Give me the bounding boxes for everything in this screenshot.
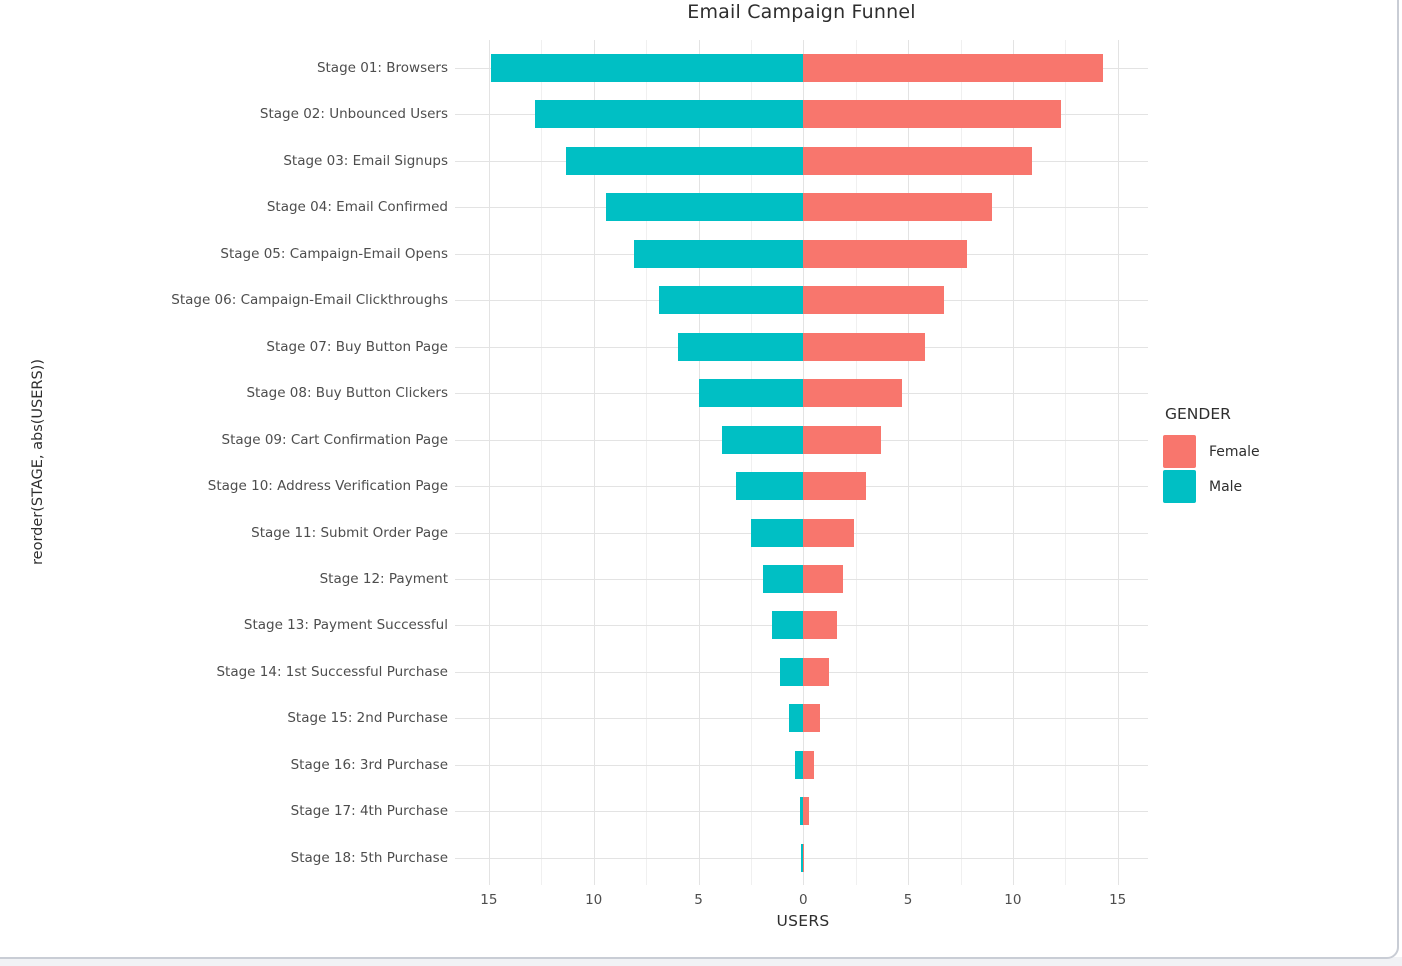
y-tick-label: Stage 18: 5th Purchase	[290, 849, 448, 866]
plot-panel	[455, 40, 1148, 885]
y-tick-label: Stage 03: Email Signups	[283, 152, 448, 169]
y-tick-label: Stage 02: Unbounced Users	[259, 106, 448, 123]
bar-female-stage-05	[803, 239, 967, 268]
chart-title: Email Campaign Funnel	[687, 1, 916, 23]
gridline-vertical-minor	[750, 40, 752, 885]
y-tick-label: Stage 13: Payment Successful	[243, 617, 448, 634]
y-tick-label: Stage 17: 4th Purchase	[290, 803, 448, 820]
bar-male-stage-18	[801, 843, 804, 872]
bar-female-stage-15	[803, 704, 821, 733]
bar-female-stage-01	[803, 54, 1104, 82]
y-tick-label: Stage 12: Payment	[319, 570, 448, 587]
bar-male-stage-03	[566, 146, 804, 175]
gridline-vertical-minor	[855, 40, 857, 885]
gridline-vertical-major	[803, 40, 805, 885]
legend-title: GENDER	[1165, 405, 1231, 423]
bar-female-stage-04	[803, 193, 992, 222]
bar-male-stage-07	[677, 332, 804, 361]
bar-female-stage-03	[803, 146, 1032, 175]
y-axis-title: reorder(STAGE, abs(USERS))	[30, 359, 46, 565]
x-tick-label: 10	[585, 892, 603, 908]
bar-female-stage-07	[803, 332, 925, 361]
bar-male-stage-11	[750, 518, 804, 547]
bar-female-stage-12	[803, 564, 844, 593]
y-tick-label: Stage 11: Submit Order Page	[251, 524, 448, 541]
bar-male-stage-10	[736, 472, 804, 501]
y-tick-label: Stage 08: Buy Button Clickers	[246, 385, 448, 402]
bar-male-stage-06	[658, 286, 804, 315]
gridline-vertical-major	[488, 40, 490, 885]
bar-female-stage-18	[803, 843, 804, 872]
bar-female-stage-14	[803, 657, 830, 686]
legend-swatch-female	[1163, 435, 1196, 468]
gridline-vertical-major	[698, 40, 700, 885]
y-tick-label: Stage 09: Cart Confirmation Page	[221, 431, 448, 448]
bar-male-stage-02	[535, 100, 804, 129]
bar-female-stage-02	[803, 100, 1062, 129]
y-tick-label: Stage 01: Browsers	[316, 60, 448, 76]
bar-male-stage-09	[721, 425, 804, 454]
legend: GENDER Female Male	[1163, 405, 1398, 505]
gridline-vertical-major	[908, 40, 910, 885]
bar-male-stage-01	[490, 54, 804, 82]
y-tick-label: Stage 16: 3rd Purchase	[290, 756, 448, 773]
gridline-vertical-minor	[1065, 40, 1067, 885]
x-tick-label: 15	[1109, 892, 1127, 908]
legend-entry-male: Male	[1163, 470, 1398, 503]
legend-label: Male	[1209, 478, 1243, 495]
y-tick-label: Stage 07: Buy Button Page	[266, 338, 448, 355]
bar-female-stage-09	[803, 425, 881, 454]
bar-female-stage-10	[803, 472, 867, 501]
gridline-vertical-major	[593, 40, 595, 885]
bar-male-stage-13	[771, 611, 804, 640]
bar-male-stage-12	[763, 564, 804, 593]
bar-male-stage-04	[606, 193, 804, 222]
x-tick-label: 5	[903, 892, 913, 908]
pane-bottom-gutter	[0, 957, 1402, 966]
y-tick-label: Stage 15: 2nd Purchase	[287, 710, 448, 727]
bar-male-stage-17	[800, 797, 804, 826]
x-tick-label: 0	[799, 892, 808, 908]
legend-entry-female: Female	[1163, 435, 1398, 468]
gridline-vertical-minor	[960, 40, 962, 885]
bar-male-stage-16	[794, 750, 804, 779]
bar-male-stage-05	[633, 239, 804, 268]
bar-female-stage-08	[803, 379, 902, 408]
legend-label: Female	[1209, 443, 1260, 460]
bar-female-stage-17	[803, 797, 809, 826]
y-tick-label: Stage 04: Email Confirmed	[266, 199, 448, 216]
x-axis-title: USERS	[776, 912, 830, 930]
bar-male-stage-15	[788, 704, 804, 733]
y-tick-label: Stage 10: Address Verification Page	[207, 478, 448, 495]
bar-female-stage-13	[803, 611, 837, 640]
gridline-vertical-minor	[541, 40, 543, 885]
legend-swatch-male	[1163, 470, 1196, 503]
gridline-vertical-major	[1117, 40, 1119, 885]
y-tick-label: Stage 06: Campaign-Email Clickthroughs	[171, 292, 448, 309]
gridline-vertical-minor	[646, 40, 648, 885]
y-tick-label: Stage 14: 1st Successful Purchase	[216, 663, 448, 680]
y-tick-label: Stage 05: Campaign-Email Opens	[220, 245, 448, 262]
x-tick-label: 5	[694, 892, 703, 908]
gridline-vertical-major	[1012, 40, 1014, 885]
legend-entries: Female Male	[1163, 435, 1398, 503]
x-tick-label: 10	[1004, 892, 1022, 908]
bar-female-stage-11	[803, 518, 854, 547]
x-tick-label: 15	[480, 892, 498, 908]
bar-male-stage-14	[780, 657, 804, 686]
bar-male-stage-08	[698, 379, 804, 408]
bar-female-stage-06	[803, 286, 944, 315]
bar-female-stage-16	[803, 750, 814, 779]
